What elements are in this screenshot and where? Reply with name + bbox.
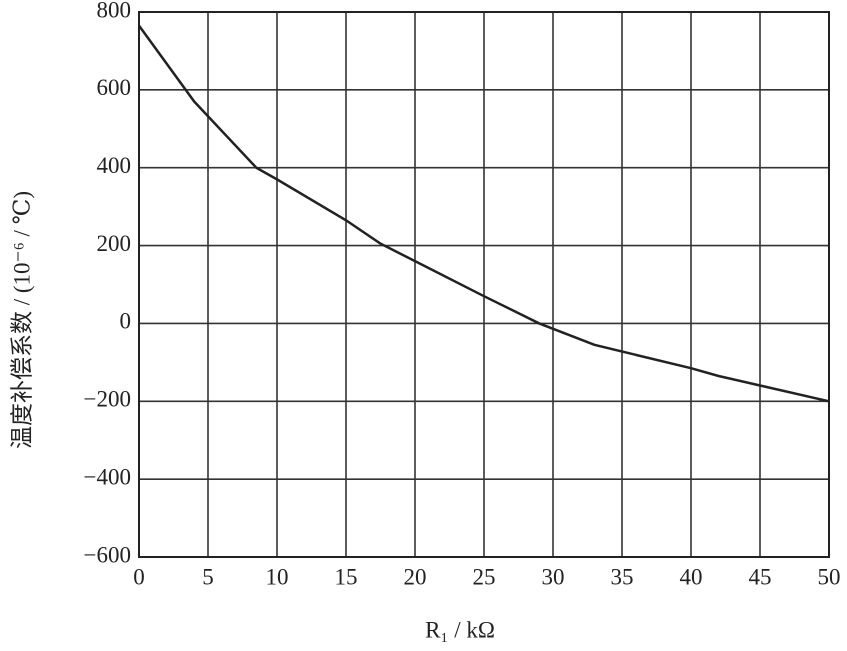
x-tick-label: 45 bbox=[749, 564, 772, 589]
y-tick-label: 600 bbox=[97, 75, 132, 100]
y-tick-label: −600 bbox=[84, 542, 131, 567]
x-tick-label: 15 bbox=[335, 564, 358, 589]
x-tick-label: 5 bbox=[202, 564, 214, 589]
x-tick-label: 10 bbox=[266, 564, 289, 589]
x-tick-label: 25 bbox=[473, 564, 496, 589]
x-axis-label: R₁ / kΩ bbox=[425, 617, 495, 642]
y-tick-label: 800 bbox=[97, 0, 132, 22]
x-tick-label: 30 bbox=[542, 564, 565, 589]
x-tick-label: 20 bbox=[404, 564, 427, 589]
y-tick-label: −200 bbox=[84, 387, 131, 412]
x-tick-label: 35 bbox=[611, 564, 634, 589]
data-line bbox=[137, 24, 830, 403]
plot-frame bbox=[138, 11, 830, 558]
x-tick-label: 40 bbox=[680, 564, 703, 589]
x-tick-label: 50 bbox=[818, 564, 841, 589]
y-tick-label: 400 bbox=[97, 153, 132, 178]
x-tick-label: 0 bbox=[133, 564, 145, 589]
y-tick-label: 0 bbox=[120, 309, 132, 334]
y-axis-label: 温度补偿系数 / (10⁻⁶ / ℃) bbox=[9, 191, 34, 449]
y-tick-label: −400 bbox=[84, 464, 131, 489]
y-tick-label: 200 bbox=[97, 231, 132, 256]
